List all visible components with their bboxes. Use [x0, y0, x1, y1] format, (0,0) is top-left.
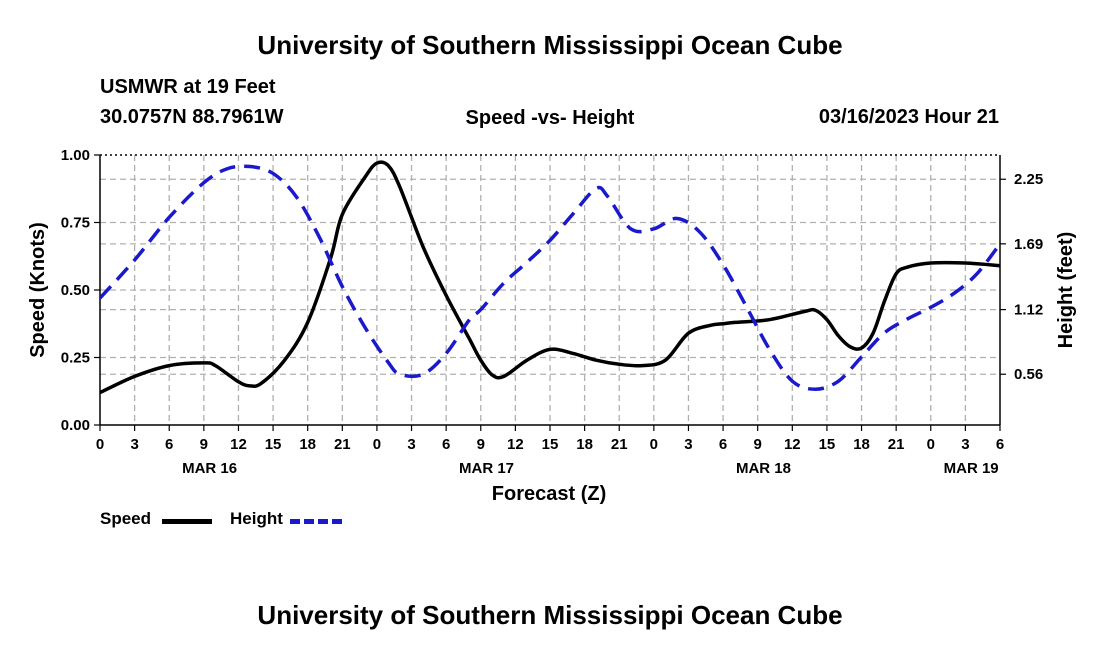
chart-suptitle: University of Southern Mississippi Ocean…	[257, 30, 843, 60]
x-tick-label: 6	[165, 436, 173, 453]
footer-title: University of Southern Mississippi Ocean…	[257, 600, 843, 630]
y-axis-label: Speed (Knots)	[27, 222, 49, 358]
chart-title: Speed -vs- Height	[466, 107, 635, 129]
forecast-datetime: 03/16/2023 Hour 21	[818, 106, 999, 128]
x-tick-label: 6	[442, 436, 450, 453]
y2-axis-label: Height (feet)	[1055, 232, 1077, 349]
axis-ticks: 0 3 6 9 12 15 18 21 0 3 6 9 12 15 18 21 0 3 6 9 12 15 18 21 0 3 6M…	[61, 147, 1043, 477]
x-tick-label: 15	[542, 436, 559, 453]
series-lines	[98, 160, 1002, 395]
x-tick-label: 9	[200, 436, 208, 453]
y2-tick-label: 1.12	[1014, 302, 1043, 319]
x-tick-label: 21	[334, 436, 351, 453]
y2-tick-label: 2.25	[1014, 171, 1043, 188]
x-tick-label: 9	[754, 436, 762, 453]
x-tick-label: 12	[784, 436, 801, 453]
y2-tick-label: 1.69	[1014, 236, 1043, 253]
x-tick-label: 6	[996, 436, 1004, 453]
legend-speed-label: Speed	[100, 509, 152, 528]
grid-lines	[100, 155, 1000, 425]
legend-speed-swatch	[162, 519, 212, 524]
date-label: MAR 16	[182, 460, 237, 477]
legend-height-label: Height	[230, 509, 283, 528]
x-tick-label: 21	[611, 436, 628, 453]
x-tick-label: 12	[230, 436, 247, 453]
x-tick-label: 6	[719, 436, 727, 453]
x-tick-label: 9	[477, 436, 485, 453]
x-tick-label: 0	[927, 436, 935, 453]
x-tick-label: 15	[265, 436, 282, 453]
x-tick-label: 3	[407, 436, 415, 453]
date-label: MAR 18	[736, 460, 791, 477]
x-tick-label: 0	[650, 436, 658, 453]
x-tick-label: 15	[819, 436, 836, 453]
y-tick-label: 0.75	[61, 215, 90, 232]
x-tick-label: 0	[373, 436, 381, 453]
legend-height-swatch	[290, 519, 342, 524]
x-tick-label: 18	[299, 436, 316, 453]
y-tick-label: 0.50	[61, 282, 90, 299]
x-tick-label: 12	[507, 436, 524, 453]
y-tick-label: 0.00	[61, 417, 90, 434]
y2-tick-label: 0.56	[1014, 366, 1043, 383]
station-coords: 30.0757N 88.7961W	[100, 106, 284, 128]
date-label: MAR 19	[944, 460, 999, 477]
x-tick-label: 0	[96, 436, 104, 453]
x-tick-label: 18	[576, 436, 593, 453]
x-tick-label: 18	[853, 436, 870, 453]
y-tick-label: 0.25	[61, 350, 90, 367]
y-tick-label: 1.00	[61, 147, 90, 164]
x-tick-label: 21	[888, 436, 905, 453]
x-tick-label: 3	[130, 436, 138, 453]
x-axis-label: Forecast (Z)	[492, 483, 606, 505]
x-tick-label: 3	[684, 436, 692, 453]
speed-series-line	[99, 160, 1001, 395]
date-label: MAR 17	[459, 460, 514, 477]
x-tick-label: 3	[961, 436, 969, 453]
station-name: USMWR at 19 Feet	[100, 76, 276, 98]
